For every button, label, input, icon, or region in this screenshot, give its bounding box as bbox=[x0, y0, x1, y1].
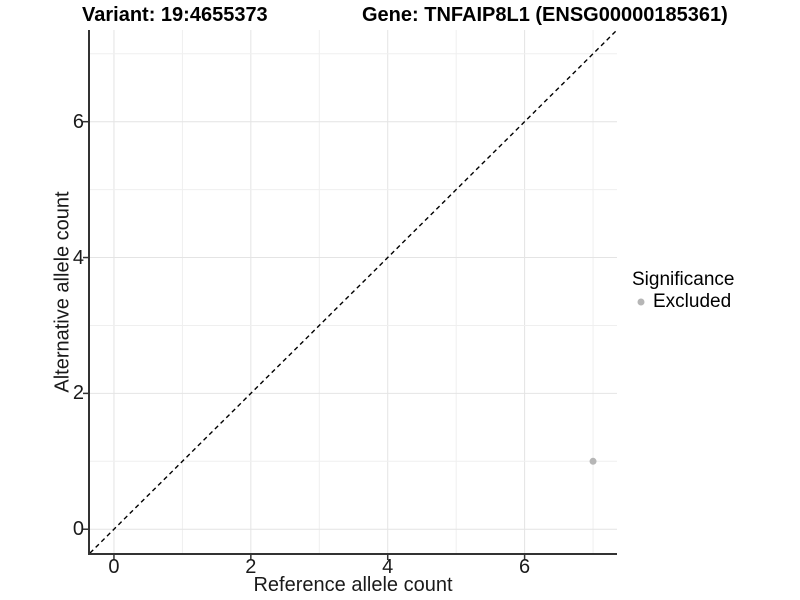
legend-key bbox=[632, 293, 650, 311]
legend-title: Significance bbox=[632, 269, 735, 290]
legend-item-label: Excluded bbox=[653, 291, 732, 312]
x-axis-title: Reference allele count bbox=[253, 574, 453, 596]
plot-title-variant: Variant: 19:4655373 bbox=[82, 4, 268, 26]
x-tick-label: 4 bbox=[382, 556, 394, 578]
excluded-point-icon bbox=[637, 298, 645, 306]
legend: Significance Excluded bbox=[632, 268, 734, 313]
identity-reference-line bbox=[89, 29, 618, 554]
data-point bbox=[589, 457, 597, 465]
x-tick-label: 2 bbox=[245, 556, 257, 578]
y-tick-label: 6 bbox=[72, 110, 84, 133]
x-tick-label: 6 bbox=[519, 556, 531, 578]
legend-item-excluded: Excluded bbox=[632, 291, 734, 313]
y-axis-title: Alternative allele count bbox=[51, 191, 74, 393]
plot-title-gene: Gene: TNFAIP8L1 (ENSG00000185361) bbox=[362, 4, 728, 26]
y-tick-label: 2 bbox=[72, 382, 84, 405]
x-tick-label: 0 bbox=[108, 556, 120, 578]
y-tick-label: 0 bbox=[72, 518, 84, 541]
y-tick-label: 4 bbox=[72, 246, 84, 269]
